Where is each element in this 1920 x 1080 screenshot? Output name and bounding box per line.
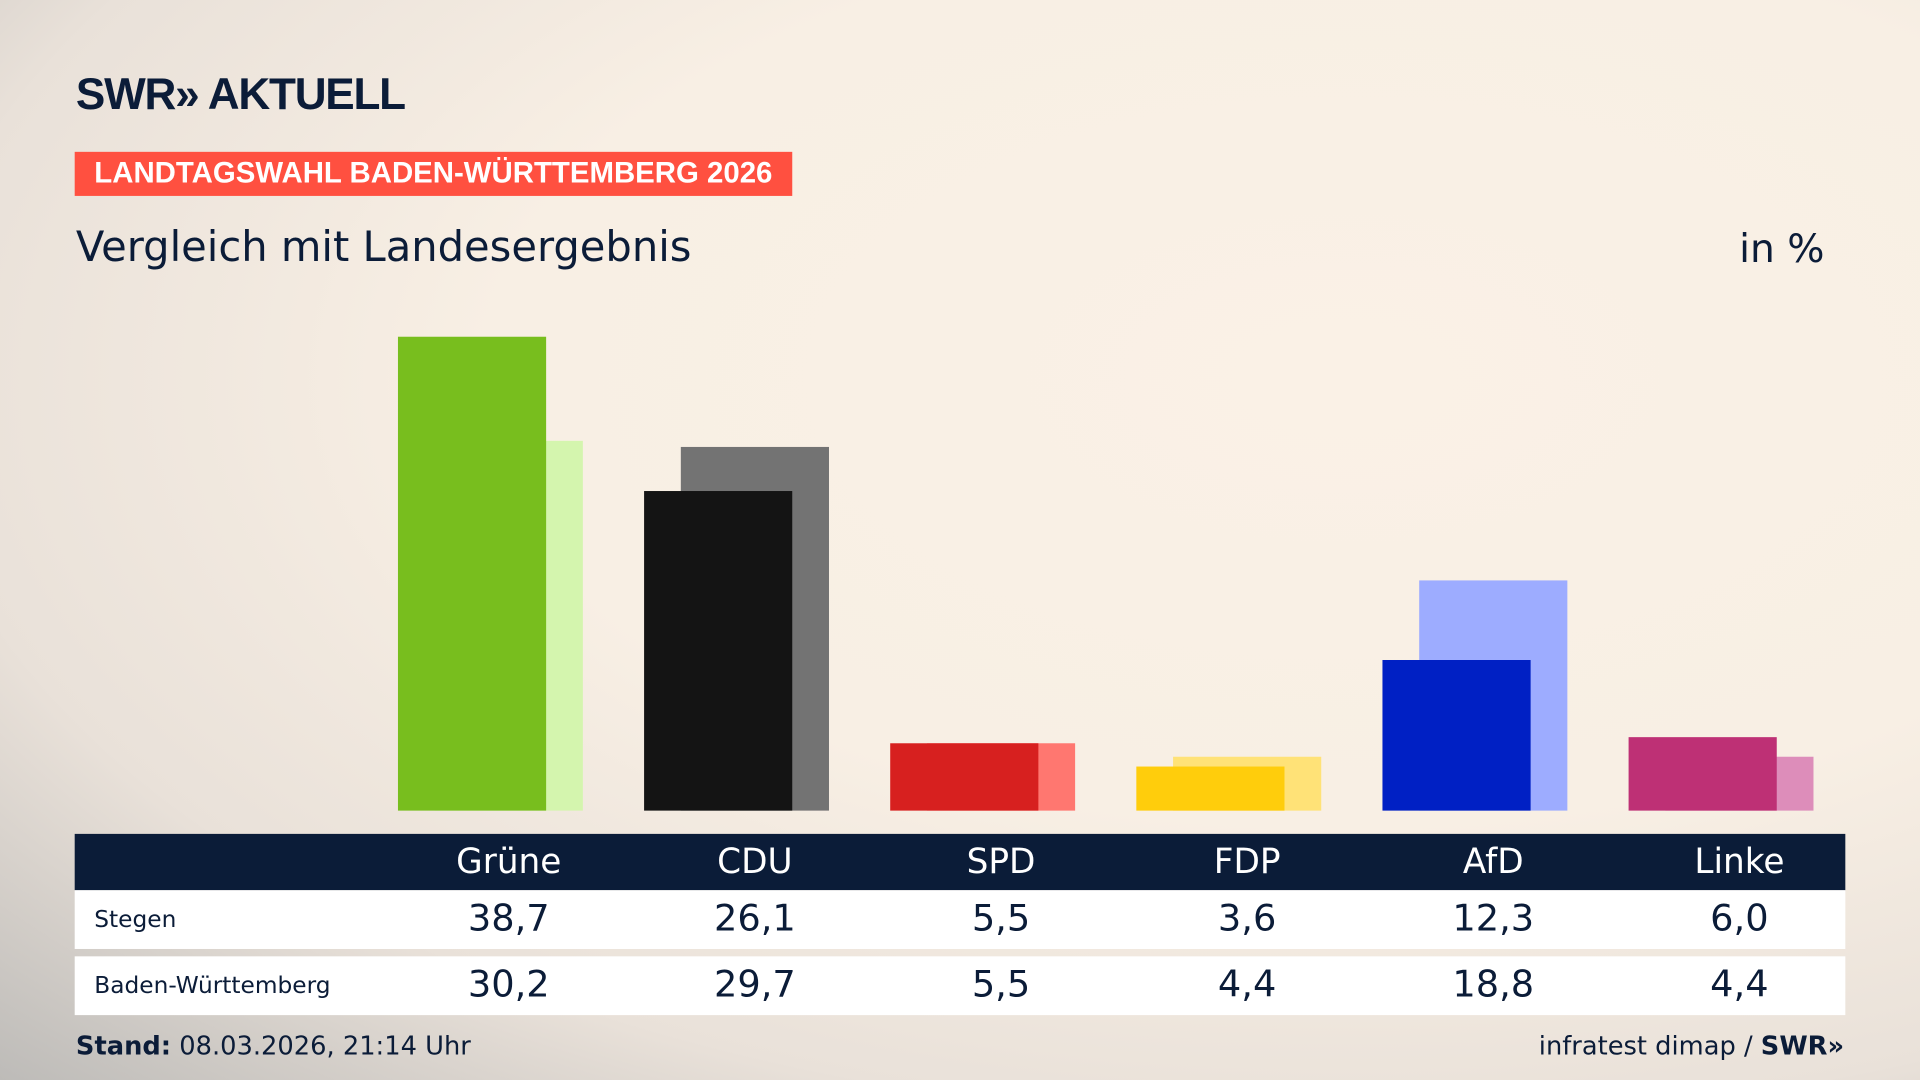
value-cell: 5,5 — [971, 963, 1031, 1007]
value-cell: 12,3 — [1452, 897, 1535, 941]
column-header: Linke — [1694, 841, 1785, 882]
value-cell: 4,4 — [1710, 963, 1769, 1007]
stand-label: Stand: — [75, 1031, 172, 1061]
chart-subtitle: Vergleich mit Landesergebnis — [75, 222, 692, 272]
bar-stegen-afd — [1382, 660, 1531, 811]
column-header: AfD — [1462, 841, 1524, 882]
timestamp: Stand: 08.03.2026, 21:14 Uhr — [76, 1031, 471, 1060]
column-header: Grüne — [456, 841, 562, 882]
election-kicker: LANDTAGSWAHL BADEN-WÜRTTEMBERG 2026 — [74, 151, 793, 196]
source: infratest dimap / SWR» — [1539, 1031, 1844, 1060]
value-cell: 29,7 — [713, 963, 796, 1007]
bar-stegen-grüne — [397, 336, 547, 811]
column-header: CDU — [717, 841, 793, 882]
value-cell: 30,2 — [467, 963, 550, 1007]
stand-value: 08.03.2026, 21:14 Uhr — [171, 1031, 471, 1061]
value-cell: 3,6 — [1217, 897, 1277, 941]
swr-aktuell-logo: SWR» AKTUELL — [75, 68, 406, 119]
value-cell: 6,0 — [1710, 897, 1769, 941]
bar-stegen-fdp — [1136, 766, 1285, 811]
swr-logo: SWR» — [1760, 1031, 1845, 1061]
bar-stegen-linke — [1628, 737, 1777, 811]
row-label: Stegen — [94, 906, 177, 934]
value-cell: 4,4 — [1217, 963, 1277, 1007]
table-row-bw: Baden-Württemberg 30,2 29,7 5,5 4,4 18,8 4,4 — [74, 956, 1846, 1016]
table-row-stegen: Stegen 38,7 26,1 5,5 3,6 12,3 6,0 — [74, 890, 1846, 949]
table-header: Grüne CDU SPD FDP AfD Linke — [74, 833, 1846, 891]
column-header: SPD — [966, 841, 1036, 882]
unit-label: in % — [1739, 225, 1825, 272]
value-cell: 38,7 — [467, 897, 550, 941]
value-cell: 5,5 — [971, 897, 1031, 941]
bar-stegen-cdu — [644, 491, 793, 811]
bar-stegen-spd — [890, 743, 1039, 811]
value-cell: 26,1 — [713, 897, 796, 941]
column-header: FDP — [1213, 841, 1281, 882]
value-cell: 18,8 — [1452, 963, 1535, 1007]
source-text: infratest dimap / — [1538, 1031, 1761, 1061]
row-label: Baden-Württemberg — [94, 972, 331, 1000]
